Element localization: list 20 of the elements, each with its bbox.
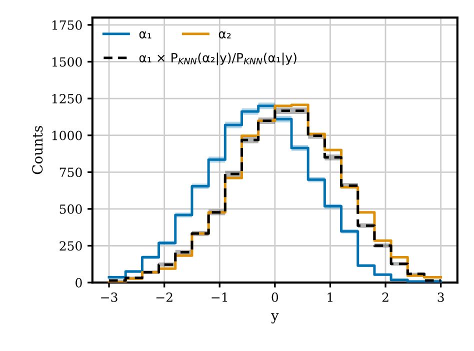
y-tick-label: 750 [60, 168, 82, 178]
x-axis-title: y [270, 313, 279, 324]
legend-label: α₁ × P$_{KNN}$(α₂|y)/P$_{KNN}$(α₁|y) [139, 52, 296, 66]
x-tick-label: −1 [212, 292, 228, 302]
y-axis-title: Counts [32, 126, 43, 174]
x-tick-label: 3 [438, 292, 444, 302]
y-tick-label: 1750 [52, 20, 82, 30]
legend-label: α₁ [139, 31, 152, 38]
legend-label: α₂ [218, 31, 231, 38]
y-tick-label: 1500 [52, 57, 82, 67]
y-tick-label: 0 [76, 278, 82, 288]
x-tick-label: −3 [101, 292, 118, 302]
x-tick-label: 1 [328, 292, 332, 302]
x-tick-label: 0 [272, 292, 278, 302]
y-tick-label: 1000 [52, 130, 82, 140]
y-tick-label: 1250 [52, 94, 82, 104]
x-tick-label: 2 [382, 292, 388, 302]
x-tick-label: −2 [156, 292, 172, 302]
y-tick-label: 250 [60, 241, 82, 251]
y-tick-label: 500 [60, 204, 82, 214]
